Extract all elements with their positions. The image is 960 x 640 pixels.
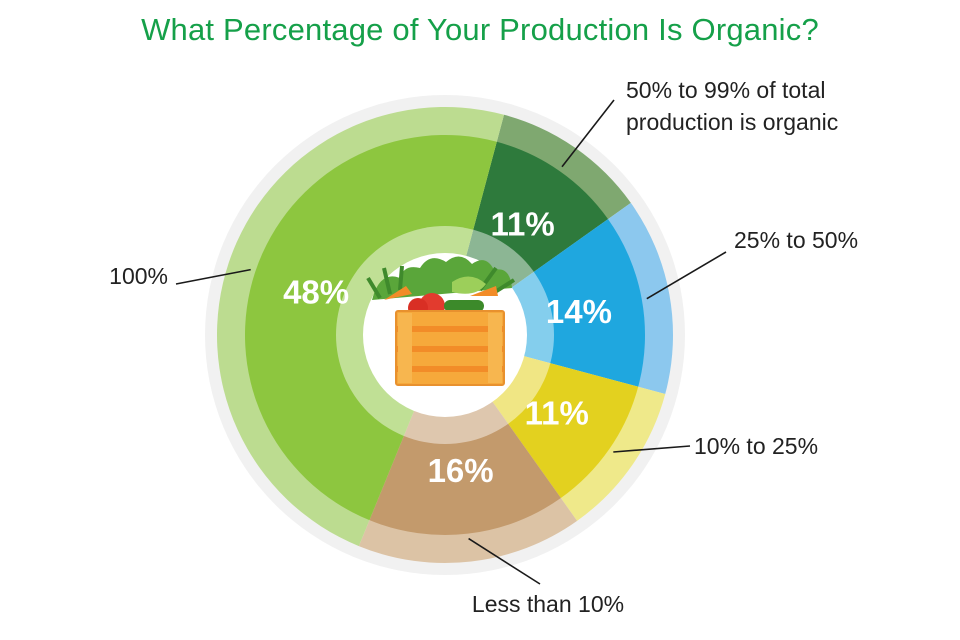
vegetable-crate-icon bbox=[366, 256, 516, 386]
value-label-less-than-10: 16% bbox=[428, 452, 494, 489]
category-label-50-to-99-of-total: 50% to 99% of total production is organic bbox=[626, 77, 838, 135]
leader-line-10-to-25 bbox=[613, 445, 691, 453]
leader-line-25-to-50 bbox=[646, 251, 727, 300]
leader-line-less-than-10 bbox=[468, 537, 541, 585]
category-label-less-than-10: Less than 10% bbox=[472, 591, 624, 617]
chart-title: What Percentage of Your Production Is Or… bbox=[141, 12, 819, 47]
slice-less-than-10 bbox=[369, 335, 561, 536]
leader-line-100 bbox=[175, 268, 251, 285]
category-label-25-to-50: 25% to 50% bbox=[734, 227, 858, 253]
leader-line-50-to-99-of-total bbox=[561, 99, 615, 168]
value-label-10-to-25: 11% bbox=[525, 395, 589, 432]
value-label-50-to-99-of-total: 11% bbox=[490, 205, 554, 242]
category-label-10-to-25: 10% to 25% bbox=[694, 433, 818, 459]
value-label-100: 48% bbox=[283, 274, 349, 311]
category-label-100: 100% bbox=[109, 263, 168, 289]
value-label-25-to-50: 14% bbox=[546, 293, 612, 330]
